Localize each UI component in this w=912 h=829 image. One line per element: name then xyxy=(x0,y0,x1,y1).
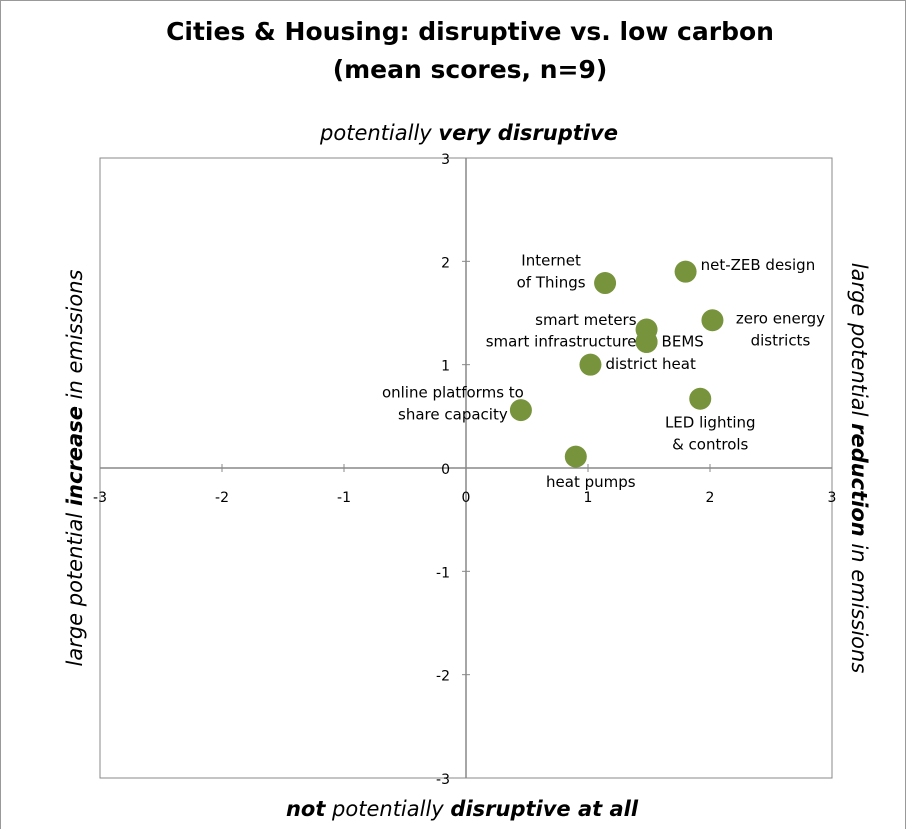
x-tick-label: 2 xyxy=(706,490,715,506)
point-label: of Things xyxy=(517,274,586,292)
x-tick-label: -2 xyxy=(215,490,229,506)
x-tick-label: 0 xyxy=(462,490,471,506)
x-tick-label: -3 xyxy=(93,490,107,506)
point xyxy=(701,309,724,332)
right-label: large potential reduction in emissions xyxy=(847,263,871,674)
point xyxy=(594,272,617,295)
point-label: zero energy xyxy=(736,310,825,328)
point-label: district heat xyxy=(605,355,696,373)
chart-title: (mean scores, n=9) xyxy=(333,55,608,84)
point xyxy=(579,353,602,376)
y-tick-label: -2 xyxy=(436,669,450,685)
point-label: smart infrastructure xyxy=(486,332,637,350)
chart-title: Cities & Housing: disruptive vs. low car… xyxy=(166,17,774,46)
x-tick-label: 1 xyxy=(584,490,593,506)
point xyxy=(674,260,697,283)
left-label: large potential increase in emissions xyxy=(63,269,87,666)
y-tick-label: 2 xyxy=(441,255,450,271)
point xyxy=(509,399,532,422)
point-label: share capacity xyxy=(398,406,508,424)
point-label: smart meters xyxy=(535,311,637,329)
point xyxy=(635,330,658,353)
y-tick-label: 1 xyxy=(441,359,450,375)
point-label: online platforms to xyxy=(382,384,524,402)
y-tick-label: -1 xyxy=(436,565,450,581)
point xyxy=(564,445,587,468)
point-label: BEMS xyxy=(662,332,704,350)
point-label: & controls xyxy=(672,435,748,453)
point-label: districts xyxy=(751,332,811,350)
x-tick-label: -1 xyxy=(337,490,351,506)
point-label: LED lighting xyxy=(665,413,756,431)
top-label: potentially very disruptive xyxy=(319,121,618,145)
y-tick-label: -3 xyxy=(436,772,450,788)
point-label: net-ZEB design xyxy=(701,256,816,274)
y-tick-label: 0 xyxy=(441,462,450,478)
point xyxy=(689,387,712,410)
point-label: heat pumps xyxy=(546,473,636,491)
y-tick-label: 3 xyxy=(441,152,450,168)
x-tick-label: 3 xyxy=(828,490,837,506)
bottom-label: not potentially disruptive at all xyxy=(286,797,639,821)
point-label: Internet xyxy=(521,252,581,270)
